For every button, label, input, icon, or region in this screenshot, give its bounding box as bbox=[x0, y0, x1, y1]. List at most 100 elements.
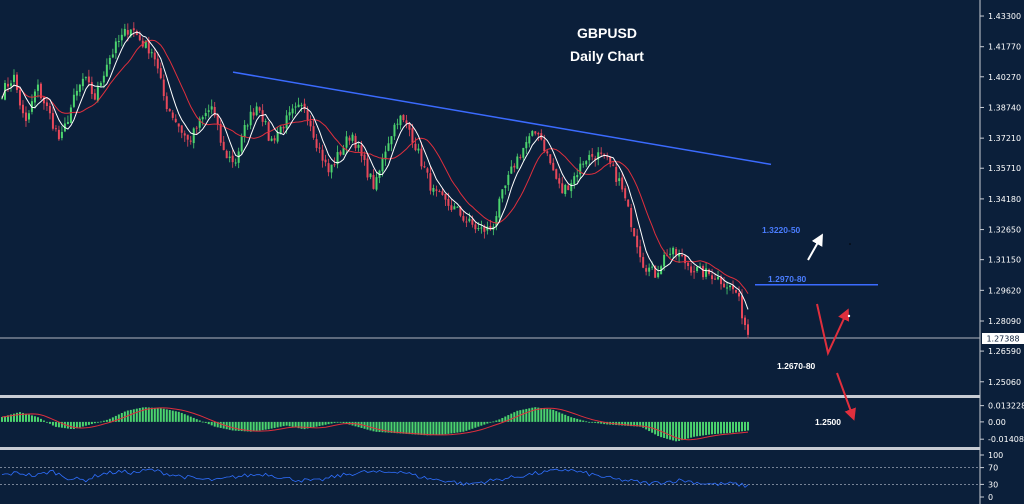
candle-up bbox=[678, 253, 681, 257]
macd-histogram-bar bbox=[504, 416, 507, 422]
candle-down bbox=[408, 123, 411, 130]
price-axis-label: 1.38740 bbox=[988, 103, 1021, 112]
candle-down bbox=[312, 126, 315, 138]
macd-histogram-bar bbox=[258, 421, 261, 431]
candle-down bbox=[372, 175, 375, 189]
price-axis-label: 1.43300 bbox=[988, 12, 1021, 21]
macd-histogram-bar bbox=[294, 421, 297, 428]
candle-down bbox=[153, 52, 156, 60]
macd-histogram-bar bbox=[231, 421, 234, 431]
macd-histogram-bar bbox=[600, 421, 603, 424]
macd-histogram-bar bbox=[345, 421, 348, 424]
candle-down bbox=[591, 154, 594, 157]
candle-up bbox=[69, 107, 72, 124]
macd-histogram-bar bbox=[186, 415, 189, 422]
candle-down bbox=[366, 158, 369, 178]
candle-down bbox=[723, 283, 726, 288]
macd-histogram-bar bbox=[165, 409, 168, 422]
macd-histogram-bar bbox=[471, 421, 474, 429]
macd-axis-label: -0.014082 bbox=[988, 435, 1024, 444]
candle-up bbox=[96, 86, 99, 101]
macd-histogram-bar bbox=[651, 421, 654, 433]
macd-histogram-bar bbox=[378, 421, 381, 433]
candle-down bbox=[444, 193, 447, 200]
macd-histogram-bar bbox=[405, 421, 408, 434]
macd-histogram-bar bbox=[567, 416, 570, 422]
candle-up bbox=[192, 128, 195, 144]
macd-histogram-bar bbox=[201, 421, 204, 423]
candle-down bbox=[594, 158, 597, 160]
candle-down bbox=[162, 79, 165, 97]
macd-histogram-bar bbox=[195, 419, 198, 422]
macd-histogram-bar bbox=[147, 407, 150, 422]
macd-histogram-bar bbox=[465, 421, 468, 431]
moving-average-fast bbox=[1, 31, 749, 310]
macd-histogram-bar bbox=[657, 421, 660, 437]
candle-down bbox=[216, 114, 219, 125]
candle-down bbox=[420, 148, 423, 167]
macd-histogram-bar bbox=[81, 421, 84, 427]
candle-down bbox=[132, 28, 135, 31]
macd-histogram-bar bbox=[282, 421, 285, 427]
candle-up bbox=[669, 253, 672, 255]
macd-histogram-bar bbox=[528, 408, 531, 422]
rsi-line bbox=[1, 468, 749, 488]
price-axis-label: 1.34180 bbox=[988, 195, 1021, 204]
candle-up bbox=[582, 163, 585, 165]
macd-histogram-bar bbox=[312, 421, 315, 428]
candle-up bbox=[396, 123, 399, 125]
candle-up bbox=[522, 147, 525, 158]
macd-histogram-bar bbox=[330, 421, 333, 424]
candle-down bbox=[45, 102, 48, 107]
macd-histogram-bar bbox=[174, 411, 177, 422]
macd-histogram-bar bbox=[672, 421, 675, 441]
candle-down bbox=[171, 112, 174, 118]
macd-histogram-bar bbox=[714, 421, 717, 434]
chart-title-timeframe: Daily Chart bbox=[570, 48, 644, 64]
candle-down bbox=[537, 133, 540, 135]
macd-histogram-bar bbox=[549, 409, 552, 422]
candle-down bbox=[621, 177, 624, 190]
macd-histogram-bar bbox=[501, 417, 504, 422]
macd-histogram-bar bbox=[525, 408, 528, 422]
candle-down bbox=[321, 149, 324, 161]
macd-histogram-bar bbox=[99, 421, 102, 423]
candle-up bbox=[255, 106, 258, 116]
macd-histogram-bar bbox=[744, 421, 747, 431]
macd-histogram-bar bbox=[627, 421, 630, 426]
macd-histogram-bar bbox=[558, 412, 561, 422]
candle-down bbox=[684, 255, 687, 264]
candle-up bbox=[498, 198, 501, 218]
candle-down bbox=[474, 224, 477, 230]
candle-up bbox=[150, 52, 153, 54]
candle-down bbox=[24, 112, 27, 121]
panel-separator-rsi bbox=[0, 447, 980, 450]
rsi-axis-label: 100 bbox=[988, 451, 1003, 460]
macd-histogram-bar bbox=[198, 420, 201, 422]
candle-down bbox=[126, 30, 129, 35]
candle-up bbox=[369, 173, 372, 178]
candle-up bbox=[507, 174, 510, 185]
macd-histogram-bar bbox=[645, 421, 648, 430]
macd-histogram-bar bbox=[507, 415, 510, 422]
macd-histogram-bar bbox=[249, 421, 252, 432]
macd-histogram-bar bbox=[12, 413, 15, 422]
macd-histogram-bar bbox=[309, 421, 312, 428]
macd-histogram-bar bbox=[276, 421, 279, 428]
macd-histogram-bar bbox=[747, 421, 749, 431]
macd-histogram-bar bbox=[303, 421, 306, 430]
candle-down bbox=[609, 157, 612, 164]
candle-up bbox=[381, 157, 384, 172]
macd-histogram-bar bbox=[678, 421, 681, 441]
candle-up bbox=[297, 104, 300, 108]
price-axis-label: 1.35710 bbox=[988, 164, 1021, 173]
macd-histogram-bar bbox=[189, 416, 192, 422]
candle-up bbox=[501, 189, 504, 199]
macd-histogram-bar bbox=[699, 421, 702, 436]
macd-histogram-bar bbox=[252, 421, 255, 432]
candle-up bbox=[102, 75, 105, 83]
candle-up bbox=[72, 94, 75, 107]
candle-up bbox=[336, 152, 339, 165]
annotation-1-3220-50: 1.3220-50 bbox=[762, 225, 801, 235]
